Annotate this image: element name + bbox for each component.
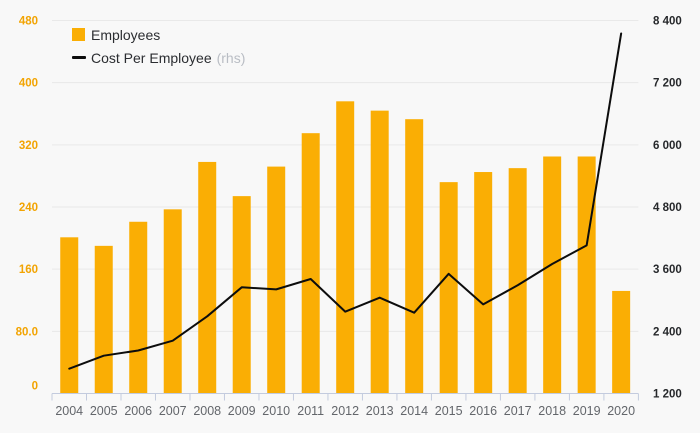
bar-2017 bbox=[508, 168, 527, 394]
x-axis-year-label: 2013 bbox=[366, 404, 394, 418]
x-axis-year-label: 2019 bbox=[573, 404, 601, 418]
x-axis-year-label: 2017 bbox=[504, 404, 532, 418]
bar-2009 bbox=[232, 196, 251, 394]
bar-2013 bbox=[370, 110, 389, 394]
legend-cost-label: Cost Per Employee bbox=[91, 49, 212, 66]
bar-2015 bbox=[439, 182, 458, 394]
x-axis-year-label: 2014 bbox=[400, 404, 428, 418]
x-axis-year-label: 2012 bbox=[331, 404, 359, 418]
x-axis bbox=[51, 393, 639, 401]
x-axis-year-label: 2005 bbox=[90, 404, 118, 418]
right-axis-tick-label: 2 400 bbox=[653, 326, 682, 338]
bar-2006 bbox=[129, 221, 148, 394]
right-axis-labels: 1 200 2 400 3 600 4 800 6 000 7 200 8 400 bbox=[653, 16, 682, 401]
employees-bars bbox=[60, 101, 631, 394]
right-axis-tick-label: 7 200 bbox=[653, 78, 682, 90]
left-axis-tick-label: 400 bbox=[19, 78, 38, 90]
bar-2018 bbox=[543, 156, 562, 394]
bar-2010 bbox=[267, 166, 286, 394]
legend-rhs-suffix: (rhs) bbox=[216, 49, 246, 66]
x-axis-year-label: 2006 bbox=[124, 404, 152, 418]
x-axis-year-label: 2007 bbox=[159, 404, 187, 418]
x-axis-year-label: 2016 bbox=[469, 404, 497, 418]
bar-2011 bbox=[301, 133, 320, 394]
bar-2016 bbox=[474, 172, 493, 394]
right-axis-tick-label: 3 600 bbox=[653, 264, 682, 276]
x-axis-year-label: 2011 bbox=[297, 404, 324, 418]
bar-2007 bbox=[163, 209, 182, 394]
legend-employees-label: Employees bbox=[91, 26, 161, 43]
right-axis-tick-label: 1 200 bbox=[653, 389, 682, 401]
left-axis-tick-label: 80.0 bbox=[16, 326, 38, 338]
bar-2012 bbox=[336, 101, 355, 394]
chart-legend: Employees Cost Per Employee (rhs) bbox=[72, 23, 245, 69]
bar-2008 bbox=[198, 161, 217, 394]
left-axis-tick-label: 320 bbox=[19, 140, 38, 152]
bar-2014 bbox=[405, 119, 424, 394]
cost-line-swatch-icon bbox=[72, 56, 86, 59]
right-axis-tick-label: 8 400 bbox=[653, 16, 682, 28]
bar-2004 bbox=[60, 237, 79, 394]
right-axis-tick-label: 6 000 bbox=[653, 140, 682, 152]
left-axis-tick-label: 480 bbox=[19, 16, 38, 28]
bar-2020 bbox=[612, 290, 631, 394]
x-axis-year-label: 2009 bbox=[228, 404, 256, 418]
x-axis-year-label: 2010 bbox=[262, 404, 290, 418]
left-axis-tick-label: 160 bbox=[19, 264, 38, 276]
right-axis-tick-label: 4 800 bbox=[653, 202, 682, 214]
legend-item-cost-per-employee[interactable]: Cost Per Employee (rhs) bbox=[72, 46, 245, 69]
x-axis-year-label: 2015 bbox=[435, 404, 463, 418]
x-axis-year-label: 2018 bbox=[538, 404, 566, 418]
bar-2005 bbox=[94, 245, 113, 394]
x-axis-year-label: 2004 bbox=[55, 404, 83, 418]
legend-item-employees[interactable]: Employees bbox=[72, 23, 245, 46]
x-axis-labels: 2004 2005 2006 2007 2008 2009 2010 2011 2012 2013… bbox=[55, 404, 635, 418]
left-axis-labels: 0 80.0 160 240 320 400 480 bbox=[16, 16, 38, 393]
x-axis-year-label: 2008 bbox=[193, 404, 221, 418]
bar-2019 bbox=[577, 156, 596, 394]
employees-swatch-icon bbox=[72, 28, 85, 41]
left-axis-tick-label: 240 bbox=[19, 202, 38, 214]
left-axis-tick-label: 0 bbox=[32, 381, 38, 393]
x-axis-year-label: 2020 bbox=[607, 404, 635, 418]
cost-per-employee-line bbox=[68, 32, 623, 370]
